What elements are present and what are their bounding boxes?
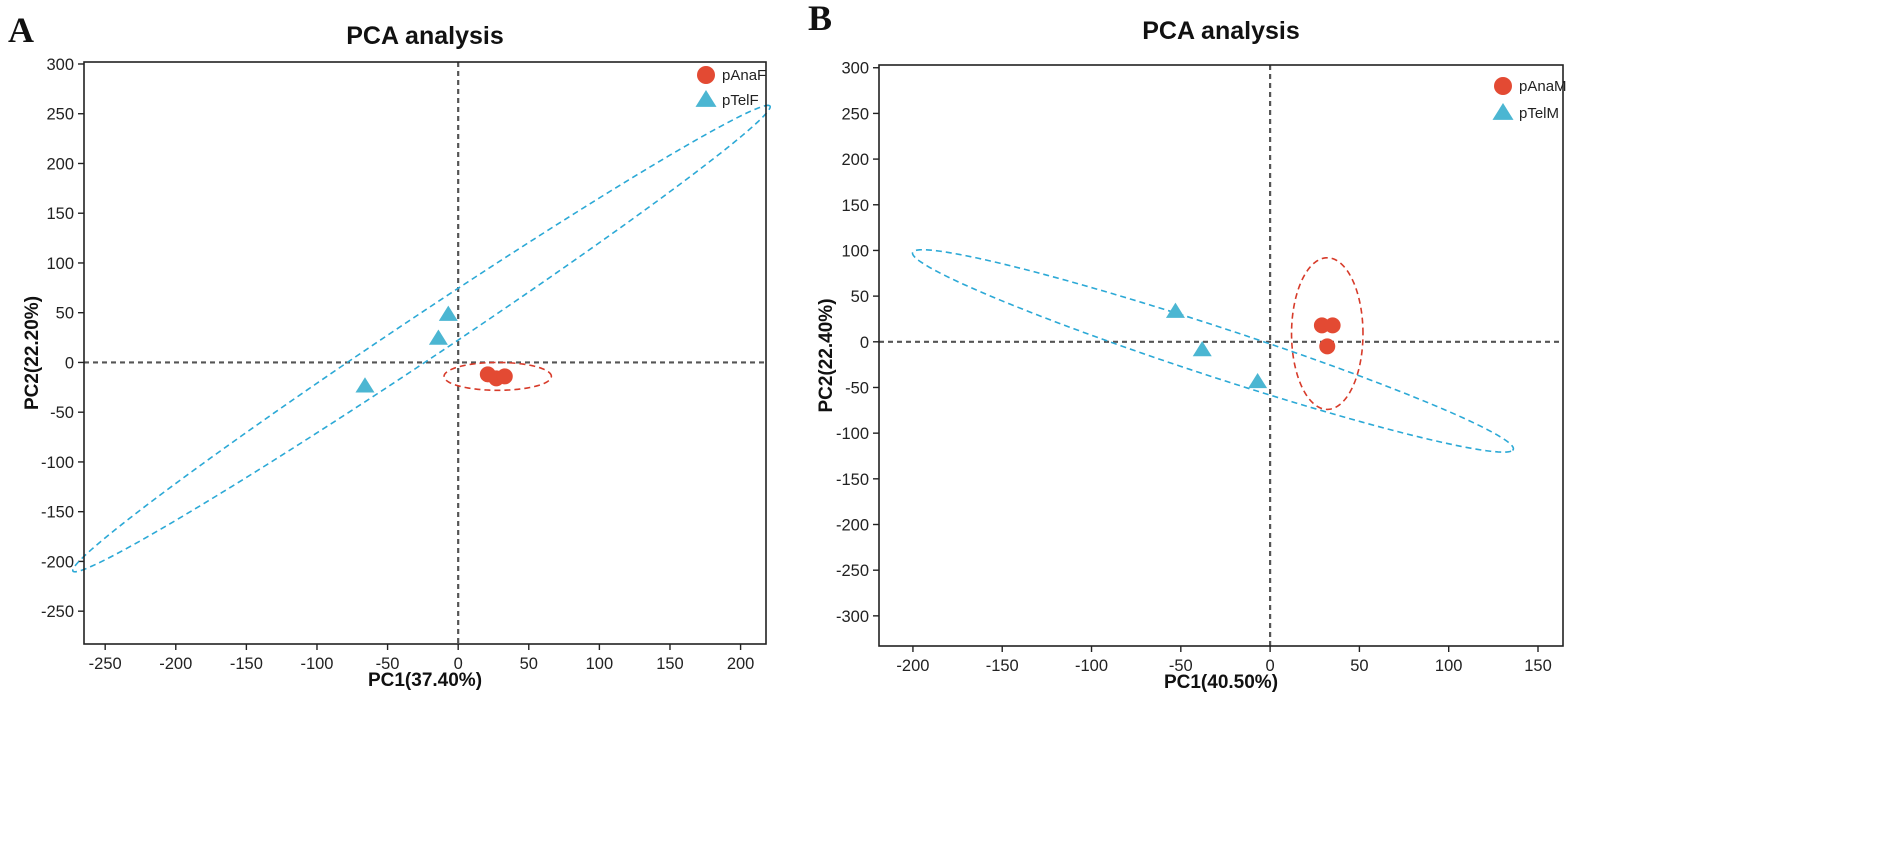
panel-a-y-tick-label: -150: [41, 504, 74, 522]
panel-b-point-panam: [1319, 338, 1336, 355]
panel-b-y-tick-label: -50: [845, 379, 869, 397]
panel-b-x-tick-label: 50: [1350, 657, 1368, 675]
panel-a-zero-lines: [84, 62, 766, 644]
panel-b-plot-frame: [878, 64, 1564, 647]
panel-b-y-tick-label: 300: [841, 60, 869, 78]
panel-a-y-tick-label: -100: [41, 454, 74, 472]
panel-a-y-tick-label: 250: [46, 106, 74, 124]
panel-a-y-tick-label: 150: [46, 205, 74, 223]
panel-b-x-tick-label: 100: [1435, 657, 1463, 675]
panel-b-y-tick-label: 200: [841, 151, 869, 169]
panel-b-ellipse-panam: [1290, 256, 1364, 411]
panel-b-point-ptelm: [1165, 302, 1185, 318]
panel-a-label: A: [8, 10, 34, 50]
panel-a-y-axis-label: PC2(22.20%): [22, 296, 43, 410]
panel-a-ellipse-panaf: [443, 361, 553, 392]
panel-a-x-tick-label: -100: [300, 655, 333, 673]
panel-b-y-tick-label: 0: [860, 334, 869, 352]
panel-a-y-tick-label: 100: [46, 255, 74, 273]
panel-a-point-ptelf: [355, 377, 375, 393]
panel-b-x-tick-label: -200: [896, 657, 929, 675]
panel-b-x-tick-label: -150: [986, 657, 1019, 675]
panel-b-y-tick-label: -200: [836, 517, 869, 535]
panel-a-ticks: -250 -200 -150 -100 -50 0 50 100 150 200 300 250 200…: [41, 56, 754, 673]
legend-marker-ptelf: [695, 90, 717, 107]
panel-a-x-tick-label: 50: [520, 655, 538, 673]
panel-a-y-tick-label: 200: [46, 155, 74, 173]
panel-a-x-tick-label: 150: [656, 655, 684, 673]
panel-b-x-tick-label: 0: [1266, 657, 1275, 675]
panel-b-point-ptelm: [1248, 372, 1268, 389]
panel-b: B PCA analysis PC1(40.50%) PC2(22.40%) -…: [808, 0, 1567, 693]
panel-b-y-tick-label: 250: [841, 105, 869, 123]
panel-b-legend: pAnaM pTelM: [1492, 77, 1567, 122]
panel-a-ellipse-ptelf: [71, 104, 771, 573]
panel-a-x-tick-label: -150: [230, 655, 263, 673]
panel-b-x-tick-label: -50: [1169, 657, 1193, 675]
panel-b-label: B: [808, 0, 832, 38]
panel-b-y-tick-label: 50: [851, 288, 869, 306]
panel-a-plot-frame: [83, 61, 767, 645]
panel-a-confidence-ellipses: [71, 104, 771, 573]
legend-marker-ptelm: [1492, 103, 1514, 120]
panel-b-point-ptelm: [1192, 340, 1212, 357]
panel-b-y-tick-label: -150: [836, 471, 869, 489]
panel-b-y-tick-label: 150: [841, 197, 869, 215]
panel-b-points: [1165, 302, 1341, 389]
legend-marker-panaf: [697, 66, 715, 84]
panel-a-x-tick-label: 0: [454, 655, 463, 673]
panel-a-title: PCA analysis: [346, 22, 503, 50]
panel-a-y-tick-label: 300: [46, 56, 74, 74]
panel-a-y-tick-label: 0: [65, 354, 74, 372]
legend-entry-pana-m: pAnaM: [1519, 78, 1567, 95]
panel-b-x-axis-label: PC1(40.50%): [1164, 672, 1278, 693]
panel-b-y-tick-label: -300: [836, 608, 869, 626]
legend-entry-ptel-m: pTelM: [1519, 105, 1559, 122]
legend-marker-panam: [1494, 77, 1512, 95]
panel-a-point-panaf: [496, 368, 513, 385]
panel-a-point-ptelf: [438, 305, 458, 321]
panel-a-x-tick-label: 200: [727, 655, 755, 673]
panel-b-ticks: -200 -150 -100 -50 0 50 100 150 300 250 200 150 100 5…: [836, 60, 1552, 675]
panel-a-y-tick-label: -50: [50, 404, 74, 422]
panel-a-point-ptelf: [428, 329, 448, 345]
panel-b-x-tick-label: 150: [1524, 657, 1552, 675]
panel-b-zero-lines: [879, 65, 1563, 646]
panel-a-x-tick-label: -250: [89, 655, 122, 673]
panel-b-confidence-ellipses: [911, 248, 1515, 453]
panel-a: A PCA analysis PC1(37.40%) PC2(22.20%) -…: [8, 10, 771, 691]
panel-b-y-tick-label: 100: [841, 242, 869, 260]
panel-a-x-tick-label: -200: [159, 655, 192, 673]
legend-entry-ptel-f: pTelF: [722, 92, 759, 109]
legend-entry-panda-f: pAnaF: [722, 67, 766, 84]
panel-a-x-tick-label: -50: [376, 655, 400, 673]
panel-a-legend: pAnaF pTelF: [695, 66, 766, 109]
panel-b-y-axis-label: PC2(22.40%): [816, 298, 837, 412]
panel-a-x-tick-label: 100: [586, 655, 614, 673]
panel-b-point-panam: [1324, 317, 1341, 334]
panel-b-x-tick-label: -100: [1075, 657, 1108, 675]
panel-a-y-tick-label: -250: [41, 603, 74, 621]
panel-b-title: PCA analysis: [1142, 17, 1299, 45]
panel-a-points: [355, 305, 513, 393]
panel-a-y-tick-label: -200: [41, 553, 74, 571]
panel-b-y-tick-label: -100: [836, 425, 869, 443]
panel-a-y-tick-label: 50: [56, 305, 74, 323]
panel-b-y-tick-label: -250: [836, 562, 869, 580]
panel-b-ellipse-ptelm: [911, 248, 1515, 453]
panel-a-x-axis-label: PC1(37.40%): [368, 670, 482, 691]
